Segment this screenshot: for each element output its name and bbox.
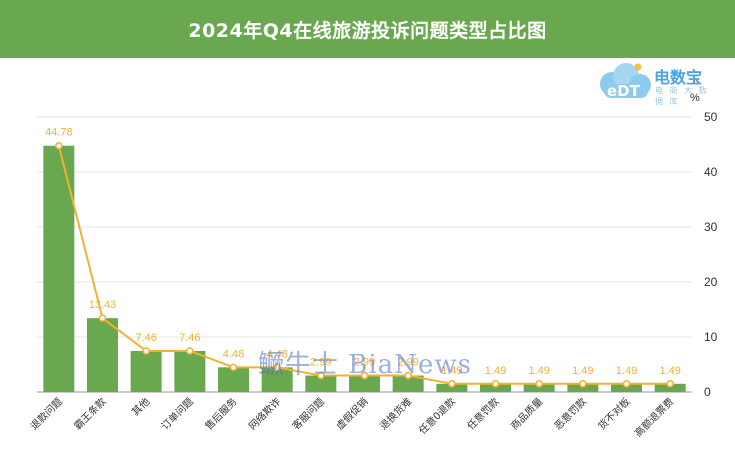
line-point [229, 363, 238, 372]
bar [218, 367, 249, 392]
data-labels: 44.78 13.43 7.46 7.46 4.48 4.48 2.99 2.99 2.99 1.… [45, 127, 681, 377]
line-point [491, 380, 500, 388]
data-label: 1.49 [659, 365, 680, 377]
data-label: 1.49 [441, 365, 462, 377]
bar [611, 383, 642, 392]
y-tick-label: 30 [704, 220, 718, 234]
chart-header: 2024年Q4在线旅游投诉问题类型占比图 [0, 0, 735, 58]
cloud-logo-icon: eDT [600, 63, 651, 100]
x-tick-label: 客服问题 [289, 395, 326, 432]
x-tick-label: 霸王条款 [71, 395, 108, 432]
x-tick-label: 高额退票费 [632, 395, 677, 440]
line-point [55, 141, 63, 150]
x-tick-label: 售后服务 [202, 395, 239, 432]
logo-tagline: 电 商 大 数 据 库 [655, 86, 709, 106]
x-tick-label: 其他 [129, 395, 152, 418]
y-tick-label: 10 [704, 330, 718, 344]
x-tick-label: 商品质量 [508, 395, 545, 432]
data-label: 1.49 [528, 365, 549, 377]
bar [654, 383, 686, 392]
x-tick-label: 网络欺诈 [246, 395, 283, 432]
line-point [317, 371, 325, 380]
bar [43, 145, 75, 392]
x-tick-label: 订单问题 [158, 395, 195, 432]
line-point [622, 380, 631, 388]
data-label: 4.48 [266, 348, 287, 360]
bar [523, 383, 555, 392]
data-label: 7.46 [179, 332, 200, 344]
data-label: 2.99 [354, 357, 375, 369]
x-tick-label: 退换货难 [377, 395, 414, 432]
bar [567, 383, 599, 392]
trend-line [55, 141, 674, 388]
line-point [535, 380, 543, 388]
bar [174, 350, 206, 392]
logo-name: 电数宝 [654, 68, 703, 87]
data-label: 2.99 [397, 357, 418, 369]
line-point [186, 347, 194, 355]
data-label: 1.49 [572, 365, 593, 377]
bar [392, 375, 424, 392]
bar [130, 350, 162, 392]
line-point [666, 380, 674, 388]
x-axis-ticks: 退款问题 霸王条款 其他 订单问题 售后服务 网络欺诈 客服问题 虚假促销 退换货难 任意0退款任… [27, 395, 676, 440]
y-axis-ticks: 0 10 20 30 40 50 [704, 110, 718, 399]
logo-badge: eDT [607, 82, 641, 100]
y-tick-label: 40 [704, 165, 718, 179]
y-tick-label: 50 [704, 110, 718, 124]
data-label: 44.78 [45, 127, 73, 139]
line-point [448, 380, 456, 388]
x-tick-label: 任意0退款 [416, 395, 458, 437]
bar [436, 383, 468, 392]
x-tick-label: 恶意罚款 [551, 395, 588, 432]
data-label: 1.49 [616, 365, 637, 377]
bar [480, 383, 511, 392]
bar [305, 375, 337, 392]
x-tick-label: 退款问题 [27, 395, 64, 432]
bar [87, 318, 118, 392]
line-point [273, 363, 281, 372]
chart-title: 2024年Q4在线旅游投诉问题类型占比图 [188, 19, 547, 42]
line-point [360, 371, 369, 380]
logo: eDT 电数宝 电 商 大 数 据 库 [594, 58, 714, 106]
x-tick-label: 任意罚款 [464, 395, 501, 432]
watermark: 鳜牛士 BiaNews [258, 350, 472, 380]
bar [349, 375, 380, 392]
data-label: 1.49 [485, 365, 506, 377]
line-point [142, 347, 150, 355]
y-axis-unit: % [690, 92, 700, 104]
data-label: 13.43 [89, 299, 117, 311]
data-label: 7.46 [135, 332, 156, 344]
line-point [404, 371, 412, 380]
data-label: 4.48 [223, 348, 244, 360]
x-tick-label: 虚假促销 [333, 395, 370, 432]
data-label: 2.99 [310, 357, 331, 369]
line-point [579, 380, 587, 388]
y-tick-label: 20 [704, 275, 718, 289]
line-point [98, 314, 107, 322]
bar [261, 367, 293, 392]
y-tick-label: 0 [704, 385, 711, 399]
x-tick-label: 货不对板 [595, 395, 632, 432]
